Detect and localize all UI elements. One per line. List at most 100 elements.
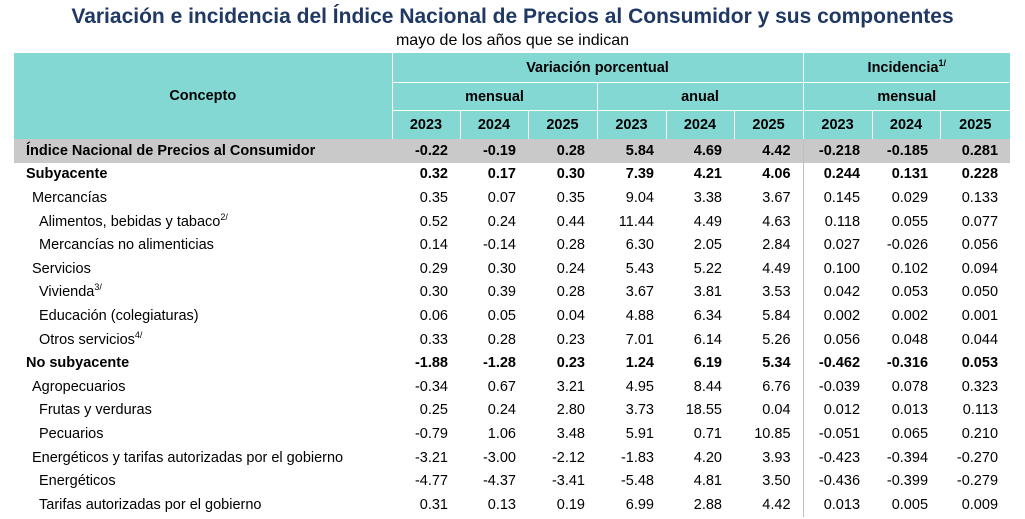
value-cell: 5.26 [762, 331, 791, 348]
value-cell: 5.34 [762, 355, 791, 372]
value-cell: 0.04 [762, 402, 791, 419]
value-cell: 3.50 [762, 473, 791, 490]
year-header: 2023 [802, 110, 873, 139]
value-cell: 3.21 [556, 378, 585, 395]
table-row: No subyacente -1.88 -1.28 0.23 1.24 6.19 5.34-… [14, 351, 1010, 375]
value-cell: 0.042 [802, 280, 873, 305]
year-header: 2025 [733, 110, 804, 139]
table-row: Mercancías 0.35 0.07 0.35 9.04 3.38 3.67 0.145 0… [14, 186, 1010, 210]
value-cell: 0.012 [802, 398, 873, 423]
value-cell: -0.79 [414, 425, 448, 442]
value-cell: 0.28 [556, 284, 585, 301]
value-cell: 0.30 [556, 166, 585, 183]
value-cell: 7.39 [625, 166, 654, 183]
value-cell: 4.06 [762, 166, 791, 183]
value-cell: 4.42 [762, 496, 791, 513]
incidence-monthly-header: mensual [802, 82, 1011, 111]
year-header: 2024 [871, 110, 941, 139]
value-cell: 0.28 [487, 331, 516, 348]
table-header: Concepto Variación porcentual Incidencia… [14, 53, 1011, 139]
row-label: Energéticos [39, 473, 116, 490]
table-row: Pecuarios -0.79 1.06 3.48 5.91 0.71 10.85 -0.05… [14, 422, 1010, 446]
table-row: Servicios 0.29 0.30 0.24 5.43 5.22 4.49 0.100 0.… [14, 256, 1010, 281]
table-body: Índice Nacional de Precios al Consumidor… [14, 139, 1011, 517]
row-label: Tarifas autorizadas por el gobierno [39, 496, 262, 513]
value-cell: -0.34 [414, 378, 448, 395]
value-cell: -0.436 [802, 469, 873, 493]
value-cell: 0.35 [556, 189, 585, 206]
value-cell: 6.14 [693, 331, 722, 348]
row-label: No subyacente [26, 355, 130, 372]
value-cell: 9.04 [625, 189, 654, 206]
value-cell: 0.71 [693, 425, 722, 442]
value-cell: -0.19 [460, 139, 528, 163]
value-cell: 6.99 [625, 496, 654, 513]
value-cell: -0.185 [872, 139, 941, 163]
row-footnote: 3/ [94, 282, 102, 293]
value-cell: 5.84 [762, 307, 791, 324]
value-cell: 3.67 [762, 189, 791, 206]
value-cell: 0.14 [419, 237, 448, 254]
value-cell: 3.81 [693, 284, 722, 301]
value-cell: 0.113 [962, 402, 999, 419]
row-footnote: 2/ [220, 211, 228, 222]
value-cell: 0.44 [556, 213, 585, 230]
concept-header: Concepto [14, 53, 392, 139]
value-cell: -3.21 [414, 449, 448, 466]
value-cell: -0.270 [956, 449, 999, 466]
value-cell: 8.44 [693, 378, 722, 395]
value-cell: 2.05 [693, 237, 722, 254]
row-label: Subyacente [26, 166, 108, 183]
value-cell: -1.88 [414, 355, 448, 372]
value-cell: 0.056 [802, 327, 873, 352]
table-row: Energéticos -4.77 -4.37 -3.41 -5.48 4.81 3.50-… [14, 469, 1010, 493]
variation-monthly-header: mensual [391, 82, 597, 111]
incidence-footnote: 1/ [938, 57, 946, 68]
value-cell: 1.06 [487, 425, 516, 442]
row-footnote: 4/ [134, 329, 143, 340]
value-cell: -0.394 [886, 449, 929, 466]
value-cell: 0.29 [419, 260, 448, 277]
value-cell: 4.20 [693, 449, 722, 466]
value-cell: 0.25 [419, 402, 448, 419]
value-cell: 0.32 [419, 166, 448, 183]
value-cell: -0.218 [802, 139, 873, 163]
row-label-cell: Energéticos [14, 469, 392, 493]
table-row: Índice Nacional de Precios al Consumidor… [14, 139, 1011, 163]
value-cell: 0.078 [891, 378, 929, 395]
value-cell: 2.80 [556, 402, 585, 419]
value-cell: -0.22 [392, 139, 460, 163]
value-cell: -3.00 [482, 449, 516, 466]
value-cell: 0.002 [891, 307, 929, 324]
value-cell: 3.73 [625, 402, 654, 419]
value-cell: 0.048 [891, 331, 929, 348]
value-cell: 4.95 [625, 378, 654, 395]
value-cell: 0.13 [487, 496, 516, 513]
value-cell: -0.026 [886, 237, 929, 254]
value-cell: -1.28 [482, 355, 516, 372]
value-cell: 0.001 [961, 307, 999, 324]
table-row: Otros servicios4/0.33 0.28 0.23 7.01 6.14 5.2… [14, 327, 1010, 352]
row-label-cell: Educación (colegiaturas) [14, 304, 392, 328]
value-cell: 4.81 [693, 473, 722, 490]
value-cell: 0.35 [419, 189, 448, 206]
value-cell: 0.131 [891, 166, 929, 183]
value-cell: 0.07 [487, 189, 516, 206]
row-label-cell: Alimentos, bebidas y tabaco2/ [14, 210, 392, 234]
incidence-header-label: Incidencia [867, 59, 939, 76]
value-cell: 10.85 [754, 425, 791, 442]
row-label-cell: Frutas y verduras [14, 399, 392, 423]
row-label-cell: Otros servicios4/ [14, 328, 392, 352]
value-cell: 2.88 [693, 496, 722, 513]
value-cell: -0.039 [802, 374, 873, 399]
row-label: Frutas y verduras [39, 402, 152, 419]
value-cell: 7.01 [625, 331, 654, 348]
value-cell: -4.37 [482, 473, 516, 490]
value-cell: 0.005 [891, 496, 929, 513]
value-cell: 0.06 [419, 307, 448, 324]
value-cell: 1.24 [625, 355, 654, 372]
row-label: Energéticos y tarifas autorizadas por el… [32, 449, 344, 466]
value-cell: 0.23 [556, 355, 585, 372]
value-cell: 0.24 [487, 213, 516, 230]
value-cell: 0.055 [891, 213, 929, 230]
